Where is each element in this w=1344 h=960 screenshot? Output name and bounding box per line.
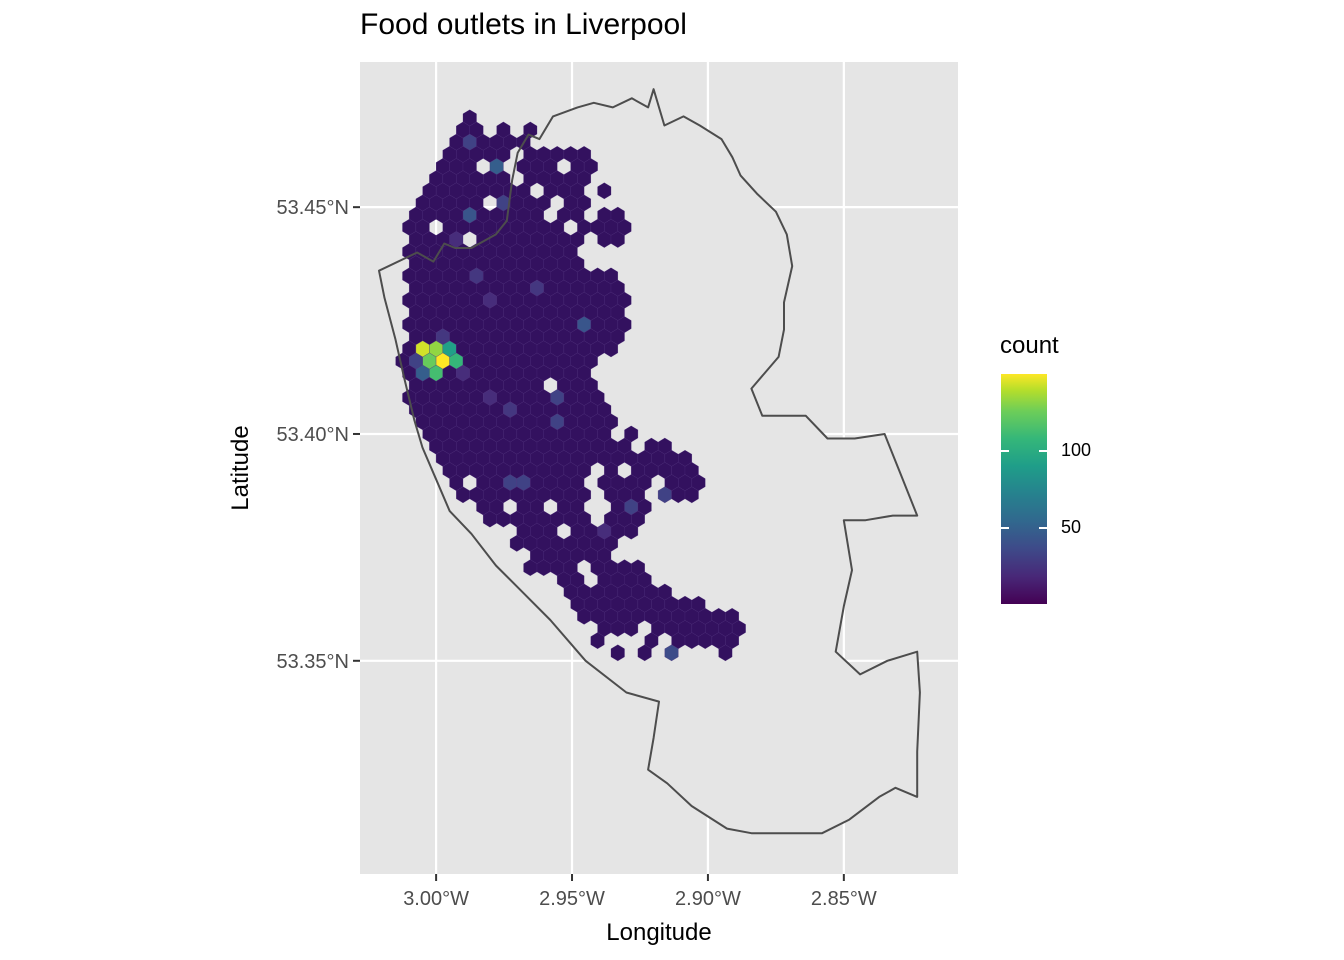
hexbin-cell [590,632,605,649]
liverpool-boundary-outline [378,88,921,835]
hexbin-cell [624,620,639,637]
legend-tick-mark [1001,527,1009,530]
hexbin-cell [664,644,679,662]
y-axis-title: Latitude [227,425,254,510]
hexbin-cell [604,340,618,358]
hexbin-layer [395,109,746,662]
hexbin-cell [624,522,639,540]
x-tick-label: 2.85°W [811,888,877,910]
chart-title: Food outlets in Liverpool [360,8,687,41]
legend-tick-mark [1039,450,1047,453]
x-axis-title: Longitude [606,919,711,946]
hexbin-cell [637,644,652,662]
legend-title: count [1000,332,1059,359]
hexbin-cell [718,644,733,662]
hexbin-cell [610,231,625,248]
x-tick-label: 2.95°W [539,888,605,910]
y-tick-label: 53.45°N [277,197,350,219]
legend-tick-label: 50 [1061,517,1082,538]
legend-tick-mark [1039,527,1047,530]
hexbin-cell [597,182,612,200]
hexbin-cell [610,644,625,662]
legend-tick-label: 100 [1061,440,1092,461]
y-tick-label: 53.35°N [277,651,350,673]
axes: 3.00°W 2.95°W 2.90°W 2.85°W 53.35°N 53.40°N 53… [277,197,877,910]
x-tick-label: 3.00°W [403,888,469,910]
y-tick-label: 53.40°N [277,424,350,446]
x-tick-label: 2.90°W [675,888,741,910]
legend-tick-mark [1001,450,1009,453]
hexbin-cell [684,486,699,504]
legend-colorbar [1001,374,1047,604]
